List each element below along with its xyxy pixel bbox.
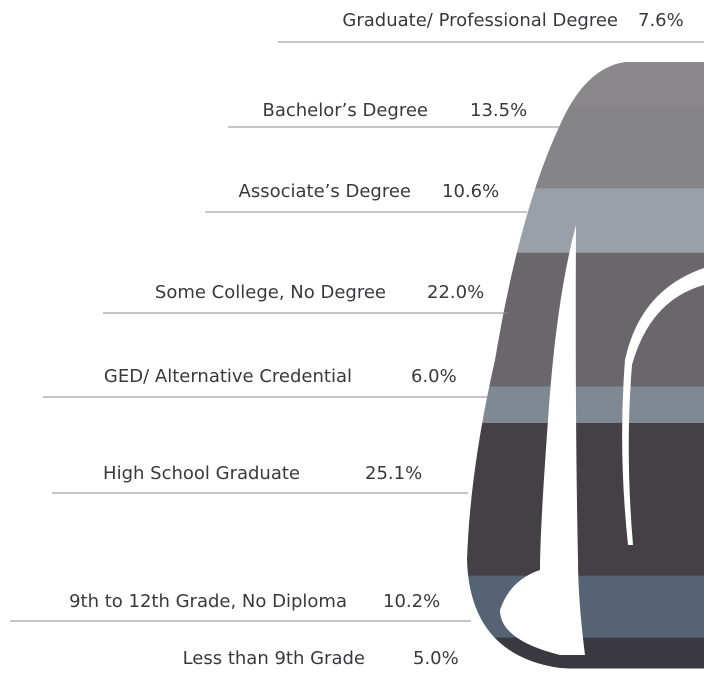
category-label: 9th to 12th Grade, No Diploma bbox=[69, 591, 347, 612]
category-label: Graduate/ Professional Degree bbox=[342, 10, 618, 31]
page: Graduate/ Professional Degree 7.6% Bachelo… bbox=[0, 0, 704, 675]
category-label: Less than 9th Grade bbox=[183, 648, 365, 669]
value-label: 6.0% bbox=[411, 366, 457, 387]
value-label: 22.0% bbox=[427, 282, 484, 303]
value-label: 10.2% bbox=[383, 591, 440, 612]
category-label: Bachelor’s Degree bbox=[262, 100, 428, 121]
chart: Graduate/ Professional Degree 7.6% Bachelo… bbox=[0, 0, 704, 675]
value-label: 7.6% bbox=[638, 10, 684, 31]
value-label: 5.0% bbox=[413, 648, 459, 669]
category-label: Associate’s Degree bbox=[239, 181, 411, 202]
category-label: Some College, No Degree bbox=[155, 282, 386, 303]
category-label: High School Graduate bbox=[103, 463, 300, 484]
value-label: 25.1% bbox=[365, 463, 422, 484]
value-label: 13.5% bbox=[470, 100, 527, 121]
category-label: GED/ Alternative Credential bbox=[104, 366, 352, 387]
value-label: 10.6% bbox=[442, 181, 499, 202]
